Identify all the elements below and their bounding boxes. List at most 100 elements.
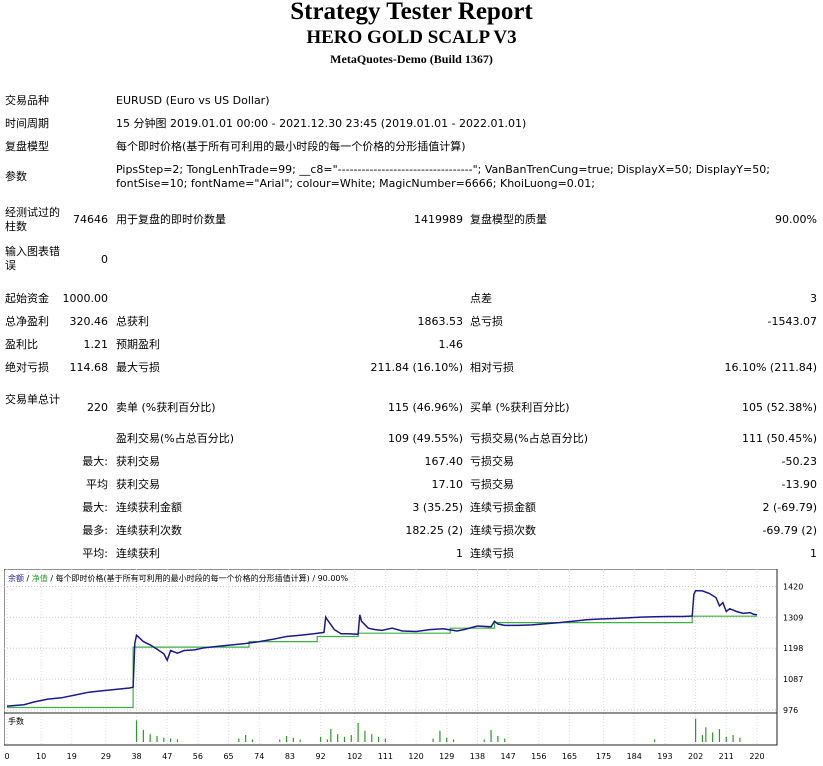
loss-trades-value: 111 (50.45%) xyxy=(741,432,817,445)
most-consecutive-loss-value: -69.79 (2) xyxy=(762,524,817,537)
avg-consecutive-wins-value: 1 xyxy=(456,547,463,560)
period-label: 时间周期 xyxy=(5,117,49,130)
x-tick-label: 147 xyxy=(500,752,515,761)
gross-loss-label: 总亏损 xyxy=(470,315,503,328)
x-tick-label: 165 xyxy=(562,752,577,761)
spread-label: 点差 xyxy=(470,292,492,305)
x-tick-label: 202 xyxy=(688,752,703,761)
maximum-label: 最大: xyxy=(82,501,108,514)
x-tick-label: 92 xyxy=(316,752,326,761)
x-tick-label: 19 xyxy=(67,752,77,761)
profit-factor-value: 1.21 xyxy=(83,338,109,351)
bars-value: 74646 xyxy=(73,213,108,226)
avg-consecutive-wins-label: 连续获利 xyxy=(116,547,160,560)
legend-sep-2: / xyxy=(48,574,56,583)
chart-grid xyxy=(4,569,777,745)
net-profit-label: 总净盈利 xyxy=(5,315,49,328)
most-consecutive-loss-label: 连续亏损次数 xyxy=(470,524,536,537)
balance-chart: 余额 / 净值 / 每个即时价格(基于所有可利用的最小时段的每一个价格的分形插值… xyxy=(4,569,803,761)
average-loss-label: 亏损交易 xyxy=(470,478,514,491)
average-profit-value: 17.10 xyxy=(431,478,464,491)
expert-name: HERO GOLD SCALP V3 xyxy=(306,27,517,48)
quality-value: 90.00% xyxy=(775,213,817,226)
profit-trades-label: 盈利交易(%占总百分比) xyxy=(116,432,235,445)
x-tick-label: 129 xyxy=(439,752,454,761)
deposit-value: 1000.00 xyxy=(62,292,109,305)
loss-trades-label: 亏损交易(%占总百分比) xyxy=(470,432,589,445)
legend-equity: 净值 xyxy=(32,573,48,583)
x-tick-label: 156 xyxy=(531,752,546,761)
absolute-drawdown-value: 114.68 xyxy=(69,361,109,374)
most-consecutive-profit-value: 182.25 (2) xyxy=(405,524,463,537)
total-trades-value: 220 xyxy=(87,401,108,414)
legend-sep-1: / xyxy=(24,574,32,583)
max-consecutive-losses-label: 连续亏损金额 xyxy=(470,501,536,514)
largest-profit-value: 167.40 xyxy=(424,455,464,468)
y-tick-label: 976 xyxy=(783,706,798,715)
x-tick-label: 38 xyxy=(131,752,141,761)
absolute-drawdown-label: 绝对亏损 xyxy=(5,361,49,374)
period-value: 15 分钟图 2019.01.01 00:00 - 2021.12.30 23:… xyxy=(116,117,527,130)
total-trades-label: 交易单总计 xyxy=(5,393,60,406)
net-profit-value: 320.46 xyxy=(69,315,109,328)
max-drawdown-label: 最大亏损 xyxy=(116,361,160,374)
gross-loss-value: -1543.07 xyxy=(767,315,817,328)
max-consecutive-wins-value: 3 (35.25) xyxy=(412,501,463,514)
server-build: MetaQuotes-Demo (Build 1367) xyxy=(330,52,493,66)
ticks-label: 用于复盘的即时价数量 xyxy=(116,213,226,226)
symbol-label: 交易品种 xyxy=(5,94,49,107)
legend-balance: 余额 xyxy=(8,573,24,583)
x-tick-label: 65 xyxy=(223,752,233,761)
legend-model: 每个即时价格(基于所有可利用的最小时段的每一个价格的分形插值计算) xyxy=(56,573,310,583)
most-label: 最多: xyxy=(82,524,108,537)
y-tick-label: 1309 xyxy=(783,613,803,622)
x-tick-label: 29 xyxy=(101,752,111,761)
x-tick-label: 74 xyxy=(254,752,264,761)
volume-label: 手数 xyxy=(8,716,24,726)
legend-quality: / 90.00% xyxy=(310,574,349,583)
symbol-value: EURUSD (Euro vs US Dollar) xyxy=(116,94,270,107)
x-tick-label: 0 xyxy=(4,752,9,761)
x-tick-label: 56 xyxy=(193,752,203,761)
avg-consecutive-losses-label: 连续亏损 xyxy=(470,547,514,560)
balance-line xyxy=(6,589,758,707)
model-value: 每个即时价格(基于所有可利用的最小时段的每一个价格的分形插值计算) xyxy=(116,140,466,153)
expected-payoff-value: 1.46 xyxy=(438,338,464,351)
bars-label: 经测试过的柱数 xyxy=(5,206,60,233)
chart-legend: 余额 / 净值 / 每个即时价格(基于所有可利用的最小时段的每一个价格的分形插值… xyxy=(8,573,348,583)
most-consecutive-profit-label: 连续获利次数 xyxy=(116,524,182,537)
x-tick-label: 220 xyxy=(749,752,764,761)
expected-payoff-label: 预期盈利 xyxy=(116,338,160,351)
ticks-value: 1419989 xyxy=(414,213,463,226)
params-label: 参数 xyxy=(5,170,27,183)
largest-loss-label: 亏损交易 xyxy=(470,455,514,468)
x-tick-label: 83 xyxy=(285,752,295,761)
y-axis-ticks: 1420 1309 1198 1087 976 xyxy=(783,582,803,715)
report-title: Strategy Tester Report xyxy=(290,0,533,25)
gross-profit-value: 1863.53 xyxy=(417,315,464,328)
x-tick-label: 47 xyxy=(162,752,172,761)
largest-profit-label: 获利交易 xyxy=(116,455,160,468)
mismatch-value: 0 xyxy=(101,253,108,266)
x-tick-label: 184 xyxy=(627,752,642,761)
largest-label: 最大: xyxy=(82,455,108,468)
long-positions-label: 买单 (%获利百分比) xyxy=(470,401,570,414)
average-profit-label: 获利交易 xyxy=(116,478,160,491)
relative-drawdown-label: 相对亏损 xyxy=(470,361,514,374)
x-tick-label: 138 xyxy=(470,752,485,761)
short-positions-label: 卖单 (%获利百分比) xyxy=(116,401,216,414)
x-tick-label: 193 xyxy=(657,752,672,761)
model-label: 复盘模型 xyxy=(5,140,49,153)
max-consecutive-losses-value: 2 (-69.79) xyxy=(762,501,817,514)
largest-loss-value: -50.23 xyxy=(781,455,817,468)
y-tick-label: 1198 xyxy=(783,644,803,653)
relative-drawdown-value: 16.10% (211.84) xyxy=(724,361,817,374)
params-value: PipsStep=2; TongLenhTrade=99; __c8="----… xyxy=(116,163,770,190)
chart-frame xyxy=(4,569,778,746)
y-tick-label: 1087 xyxy=(783,675,803,684)
x-axis-ticks: 0 10 19 29 38 47 56 65 74 83 92 102 111 120 129 138 147 1… xyxy=(4,752,764,761)
deposit-label: 起始资金 xyxy=(5,292,49,305)
average-loss-value: -13.90 xyxy=(781,478,817,491)
max-consecutive-wins-label: 连续获利金额 xyxy=(116,501,182,514)
y-tick-label: 1420 xyxy=(783,582,803,591)
